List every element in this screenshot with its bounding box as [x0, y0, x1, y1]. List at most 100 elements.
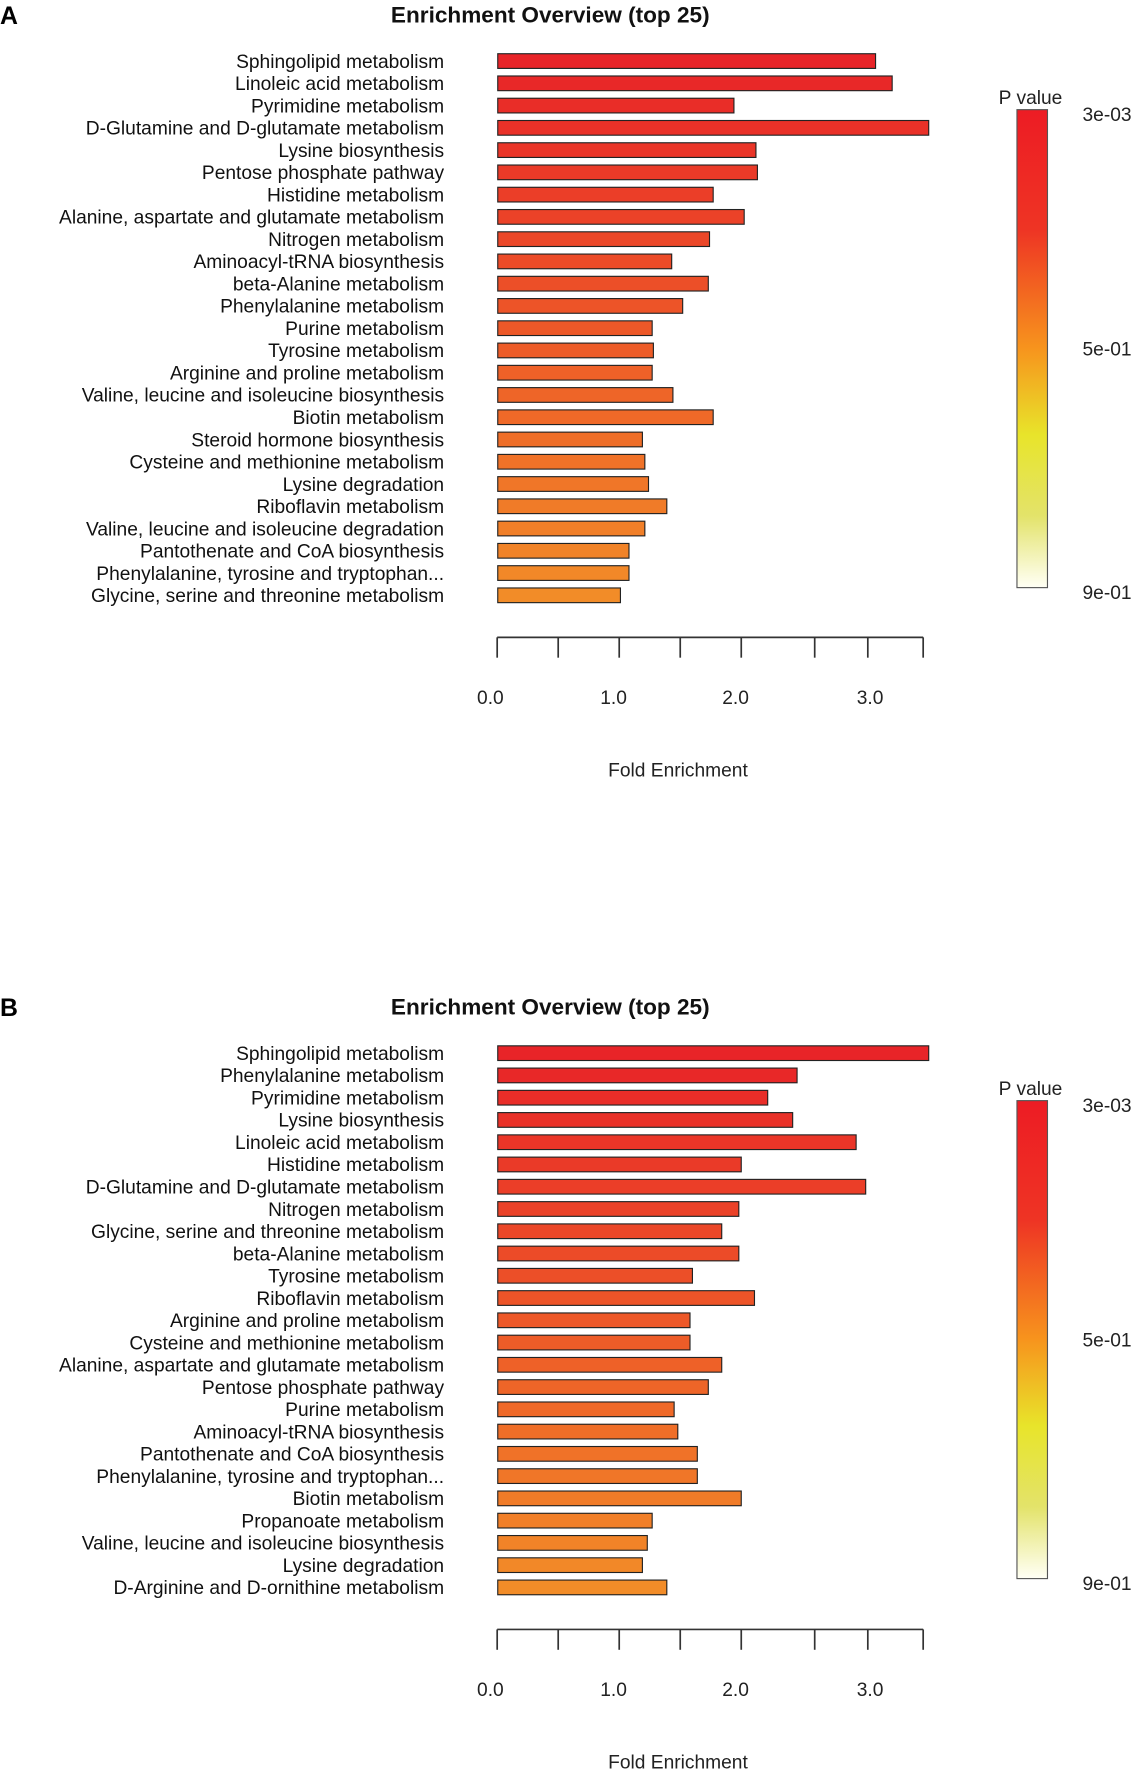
category-label: Aminoacyl-tRNA biosynthesis	[193, 252, 444, 273]
bar	[497, 1445, 698, 1462]
category-label: D-Glutamine and D-glutamate metabolism	[86, 119, 444, 140]
category-label: Tyrosine metabolism	[268, 1267, 444, 1288]
category-label: Phenylalanine, tyrosine and tryptophan..…	[96, 1467, 444, 1488]
category-label: Valine, leucine and isoleucine biosynthe…	[82, 386, 444, 407]
bar	[497, 298, 684, 314]
bar	[497, 1112, 794, 1128]
p-value-colorbar	[1016, 109, 1049, 589]
category-label: Biotin metabolism	[293, 1489, 444, 1510]
legend-label: 9e-01	[1083, 583, 1132, 604]
category-label: Cysteine and methionine metabolism	[129, 1333, 444, 1354]
legend-label: 5e-01	[1083, 339, 1132, 360]
category-label: Pantothenate and CoA biosynthesis	[140, 542, 444, 563]
bar	[497, 320, 653, 337]
category-label: Riboflavin metabolism	[256, 497, 444, 518]
category-label: D-Arginine and D-ornithine metabolism	[113, 1578, 444, 1599]
bar	[497, 1423, 679, 1440]
category-label: Riboflavin metabolism	[256, 1289, 444, 1310]
category-label: Purine metabolism	[285, 319, 444, 340]
category-label: Arginine and proline metabolism	[170, 1311, 444, 1332]
bar	[497, 1267, 694, 1284]
category-label: Biotin metabolism	[293, 408, 444, 429]
category-label: Linoleic acid metabolism	[235, 74, 444, 95]
category-label: Lysine degradation	[283, 1556, 444, 1577]
bar	[497, 1178, 867, 1195]
bar	[497, 164, 758, 181]
bar	[497, 364, 653, 381]
p-value-colorbar	[1016, 1100, 1049, 1580]
bar	[497, 1557, 643, 1574]
category-label: Pentose phosphate pathway	[202, 163, 445, 184]
bar	[497, 1089, 769, 1106]
x-tick-label: 2.0	[722, 688, 749, 709]
category-label: Pyrimidine metabolism	[251, 1088, 444, 1109]
category-label: Pyrimidine metabolism	[251, 96, 444, 117]
x-tick-label: 0.0	[477, 1680, 504, 1701]
category-label: Tyrosine metabolism	[268, 341, 444, 362]
category-label: Sphingolipid metabolism	[236, 52, 444, 73]
legend-label: 3e-03	[1083, 105, 1132, 126]
category-label: Steroid hormone biosynthesis	[191, 430, 444, 451]
category-label: Valine, leucine and isoleucine biosynthe…	[82, 1534, 444, 1555]
bar	[497, 142, 757, 159]
category-label: Linoleic acid metabolism	[235, 1133, 444, 1154]
bar	[497, 1379, 709, 1395]
category-label: Cysteine and methionine metabolism	[129, 453, 444, 474]
legend-title: P value	[999, 88, 1063, 109]
bar	[497, 342, 654, 359]
bar	[497, 1201, 740, 1217]
category-label: Pantothenate and CoA biosynthesis	[140, 1445, 444, 1466]
category-label: Glycine, serine and threonine metabolism	[91, 1222, 444, 1243]
bar	[497, 1512, 653, 1529]
bar	[497, 1134, 857, 1151]
bar	[497, 431, 643, 448]
bar	[497, 387, 674, 403]
x-tick-label: 3.0	[857, 1680, 884, 1701]
bar	[497, 520, 646, 537]
bar	[497, 1245, 740, 1262]
bar	[497, 1045, 930, 1062]
bar	[497, 476, 650, 492]
x-tick-label: 1.0	[600, 688, 627, 709]
chart-panel-b: B Enrichment Overview (top 25) Sphingolipi…	[0, 995, 1132, 1773]
bar	[497, 1579, 668, 1596]
bar	[497, 1334, 691, 1351]
category-label: Lysine biosynthesis	[278, 141, 444, 162]
category-label: beta-Alanine metabolism	[233, 1244, 444, 1265]
bar	[497, 231, 711, 248]
category-label: Valine, leucine and isoleucine degradati…	[86, 519, 444, 540]
bar	[497, 119, 930, 136]
bar	[497, 75, 893, 92]
bar	[497, 97, 735, 114]
panel-label: A	[0, 3, 18, 30]
category-label: Pentose phosphate pathway	[202, 1378, 445, 1399]
bar	[497, 208, 745, 225]
panel-label: B	[0, 995, 18, 1022]
bar	[497, 1468, 698, 1485]
category-label: Sphingolipid metabolism	[236, 1044, 444, 1065]
bar	[497, 1490, 742, 1507]
category-label: Lysine degradation	[283, 475, 444, 496]
x-tick-label: 1.0	[600, 1680, 627, 1701]
chart-title: Enrichment Overview (top 25)	[391, 995, 710, 1020]
bar	[497, 253, 673, 270]
bar	[497, 1067, 798, 1084]
category-label: Phenylalanine metabolism	[220, 297, 444, 318]
category-label: D-Glutamine and D-glutamate metabolism	[86, 1178, 444, 1199]
bar	[497, 1534, 648, 1551]
category-label: beta-Alanine metabolism	[233, 274, 444, 295]
bar	[497, 1312, 691, 1329]
bar	[497, 1290, 756, 1306]
category-label: Arginine and proline metabolism	[170, 363, 444, 384]
category-label: Nitrogen metabolism	[268, 230, 444, 251]
x-tick-label: 2.0	[722, 1680, 749, 1701]
x-tick-label: 0.0	[477, 688, 504, 709]
category-label: Glycine, serine and threonine metabolism	[91, 586, 444, 607]
x-axis-title: Fold Enrichment	[608, 1752, 748, 1773]
bar	[497, 542, 630, 559]
bar	[497, 498, 668, 515]
category-label: Alanine, aspartate and glutamate metabol…	[59, 208, 444, 229]
category-label: Phenylalanine, tyrosine and tryptophan..…	[96, 564, 444, 585]
legend-label: 5e-01	[1083, 1330, 1132, 1351]
